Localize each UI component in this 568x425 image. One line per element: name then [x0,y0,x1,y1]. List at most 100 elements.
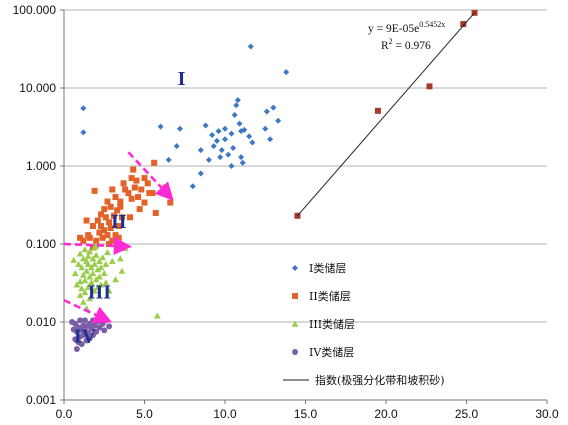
series4-point [101,327,108,334]
series6-point [426,83,433,90]
series2-point [127,214,134,221]
trendline-equation: y = 9E-05e0.5452x [368,20,445,35]
series2-point [144,180,151,187]
r-squared-label: R2 = 0.976 [381,37,431,52]
series1-point [234,97,241,104]
y-tick-label: 1.000 [26,159,56,173]
series1-point [241,126,248,133]
series3-point [89,255,97,262]
legend-diamond-swatch [292,265,298,271]
series4-point [73,346,80,353]
series3-point [91,287,98,294]
y-tick-label: 100.000 [13,3,57,17]
y-tick-label: 0.001 [26,393,56,407]
series2-point [107,203,114,210]
series4-point [106,323,113,330]
series2-point [130,166,137,173]
series1-point [176,125,183,132]
series4-point [91,322,98,329]
series3-point [84,260,92,267]
series1-point [189,183,196,190]
series3-point [76,278,84,285]
series2-point [109,237,116,244]
legend-label: 指数(极强分化带和坡积砂) [315,373,445,387]
series1-point [215,128,222,135]
series2-point [146,190,153,197]
series4-point [78,341,85,348]
series2-point [135,194,142,201]
series2-point [122,186,129,193]
series3-point [92,251,100,258]
series3-point [83,267,90,274]
x-tick-label: 5.0 [136,407,153,421]
x-tick-label: 15.0 [294,407,318,421]
series2-point [98,223,105,230]
series2-point [120,180,127,187]
series3-point [102,260,110,267]
series2-point [80,237,87,244]
series1-point [283,69,290,76]
series1-point [222,136,228,143]
legend-label: IV类储层 [309,345,354,359]
series2-point [136,206,143,213]
series3-point [105,287,113,294]
series1-point [249,139,256,146]
legend-square-swatch [292,293,298,299]
series3-point [70,256,78,263]
series1-point [247,43,254,50]
series1-point [275,117,282,124]
series1-point [270,104,277,111]
series2-point [99,234,106,241]
series2-point [128,195,135,202]
series3-point [84,283,92,290]
series1-point [197,170,204,177]
series2-point [106,241,113,247]
series3-point [81,246,89,253]
series1-point [197,147,204,154]
series4-point [85,330,92,337]
series2-point [115,234,122,241]
y-tick-label: 0.100 [26,237,56,251]
series3-point [79,255,87,262]
series1-point [218,147,225,154]
series1-point [210,143,217,150]
series1-point [228,163,235,169]
zone-label: I [178,68,186,90]
series2-point [98,211,105,218]
series2-point [106,219,113,226]
trend-arrows [63,151,174,324]
series2-point [93,237,100,244]
zone-label: II [111,211,127,233]
series3-point [86,248,94,255]
series1-point [228,130,235,137]
series2-point [117,203,124,210]
legend-label: I类储层 [309,261,346,275]
series2-point [125,190,132,197]
series3-point [81,288,89,296]
series1-point [222,125,228,132]
series2-point [151,159,158,166]
series3-point [75,260,82,267]
series3-point [91,244,98,251]
axes [60,9,548,404]
series2-point [149,190,156,197]
series4-point [93,328,100,335]
series6-point [374,107,381,114]
x-tick-label: 10.0 [213,407,237,421]
series1-point [165,156,172,163]
series3-point [81,277,89,284]
series1-point [236,120,243,127]
series3-point [100,269,108,277]
series2-point [152,209,159,216]
series2-point [77,234,84,241]
series3-point [79,298,87,305]
series2-point [131,184,138,191]
series2-point [83,217,90,224]
x-tick-label: 20.0 [374,407,398,421]
series3-point [87,264,95,271]
series3-point [104,249,111,256]
x-tick-label: 30.0 [535,407,559,421]
series1-point [233,102,240,109]
series1-point [239,159,246,166]
series2-point [112,194,119,201]
